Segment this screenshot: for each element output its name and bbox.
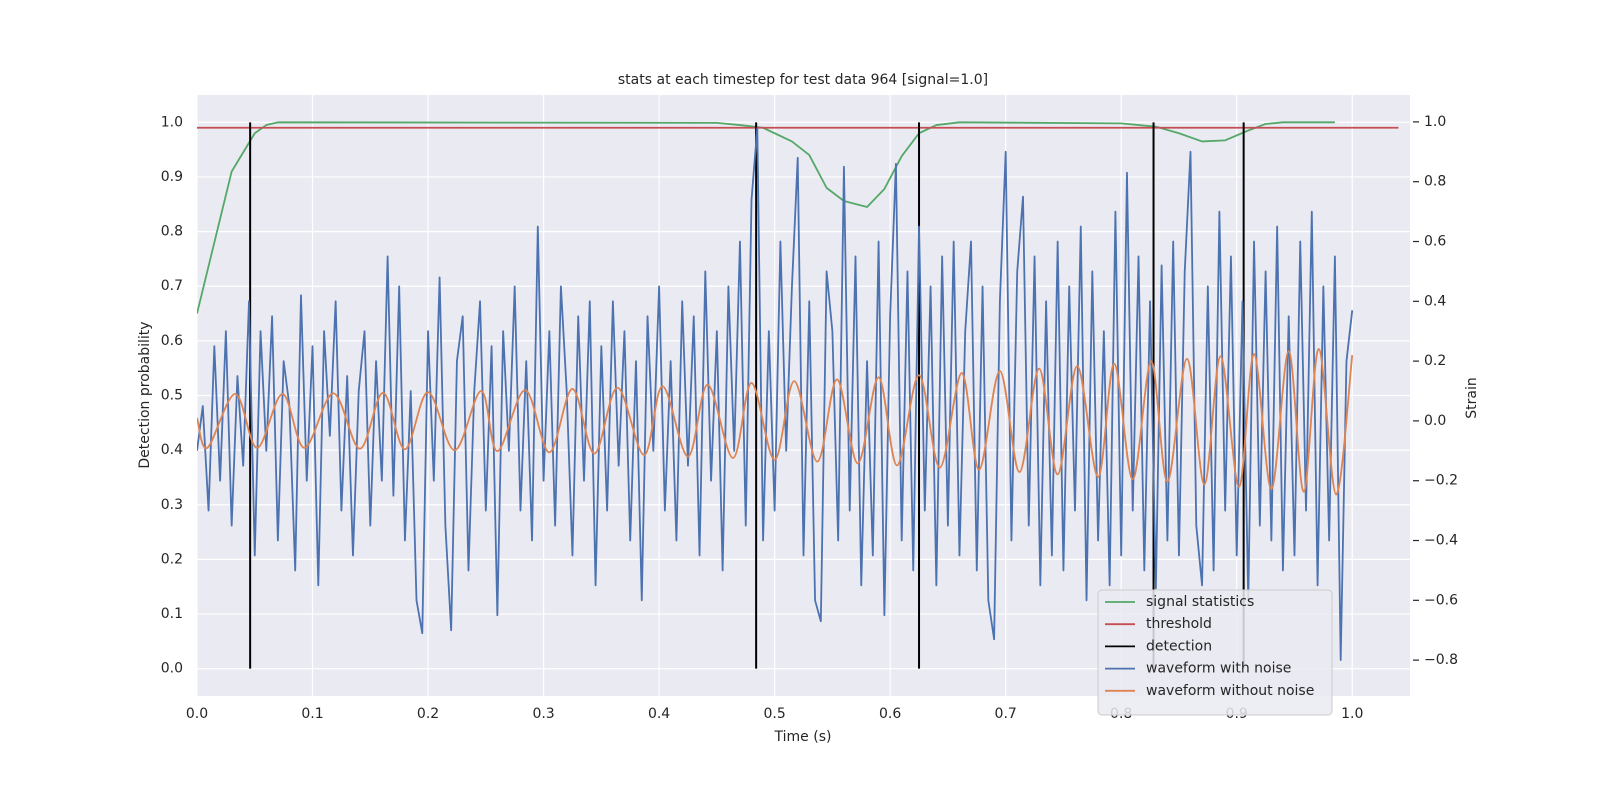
y2-tick-label: 0.0 [1424,413,1446,429]
x-tick-label: 0.3 [532,706,554,722]
x-tick-label: 0.4 [648,706,670,722]
y2-tick-label: −0.2 [1424,473,1458,489]
y-tick-label: 0.1 [161,606,183,622]
legend-box [1097,589,1333,716]
series-line [197,121,1335,314]
x-tick-label: 0.1 [301,706,323,722]
y2-tick-label: −0.4 [1424,533,1458,549]
y-tick-label: 0.6 [161,333,183,349]
y-axis-label: Detection probability [137,321,153,468]
y-tick-label: 0.2 [161,551,183,567]
y2-tick-label: −0.6 [1424,592,1458,608]
y2-tick-label: 0.4 [1424,293,1446,309]
y-tick-label: 0.0 [161,661,183,677]
y-tick-label: 0.5 [161,388,183,404]
y-tick-label: 1.0 [161,114,183,130]
legend-label: threshold [1146,616,1212,632]
y-tick-label: 0.3 [161,497,183,513]
y-tick-label: 0.7 [161,278,183,294]
legend-label: waveform with noise [1146,661,1291,677]
x-tick-label: 0.2 [417,706,439,722]
y-tick-label: 0.9 [161,169,183,185]
x-tick-label: 1.0 [1341,706,1363,722]
y-tick-label: 0.4 [161,442,183,458]
legend-label: signal statistics [1146,594,1254,610]
x-tick-label: 0.7 [995,706,1017,722]
x-tick-label: 0.6 [879,706,901,722]
legend-label: detection [1146,638,1212,654]
y2-tick-label: 0.6 [1424,234,1446,250]
series-line [197,347,1354,496]
series-line [197,126,1354,662]
x-axis-label: Time (s) [774,729,832,745]
x-tick-label: 0.0 [186,706,208,722]
chart-title: stats at each timestep for test data 964… [618,72,988,88]
y2-axis-label: Strain [1464,377,1480,418]
y2-tick-label: −0.8 [1424,652,1458,668]
legend-label: waveform without noise [1146,683,1314,699]
x-tick-label: 0.5 [763,706,785,722]
y2-tick-label: 1.0 [1424,114,1446,130]
y2-tick-label: 0.8 [1424,174,1446,190]
y-tick-label: 0.8 [161,224,183,240]
y2-tick-label: 0.2 [1424,353,1446,369]
